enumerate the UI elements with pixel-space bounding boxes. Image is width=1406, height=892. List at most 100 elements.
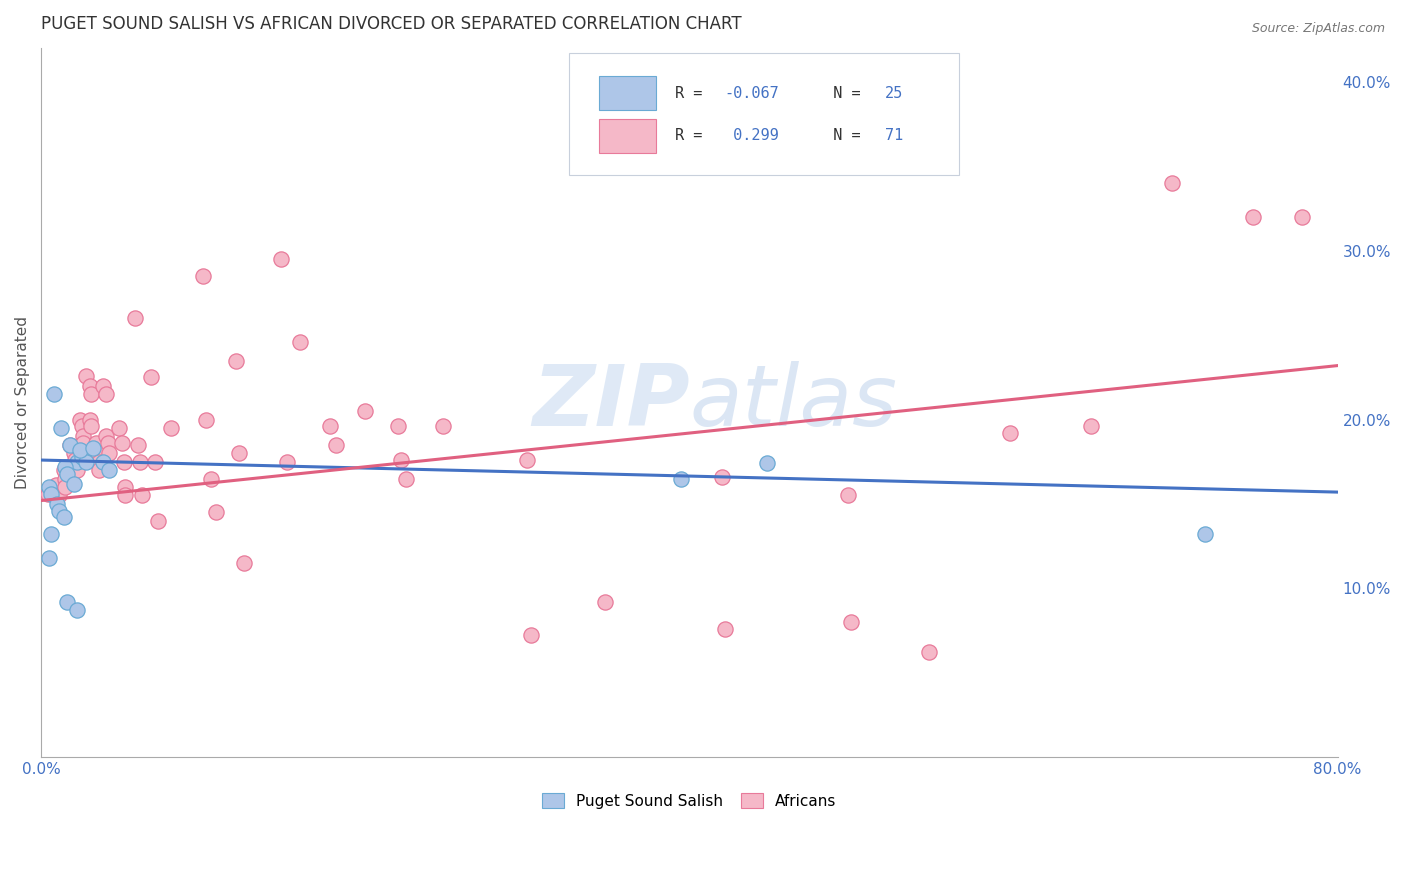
- Point: [756, 457, 779, 471]
- Point: [141, 370, 163, 384]
- Text: Source: ZipAtlas.com: Source: ZipAtlas.com: [1251, 22, 1385, 36]
- Point: [89, 455, 111, 469]
- Point: [114, 480, 136, 494]
- Point: [76, 455, 98, 469]
- Point: [59, 438, 82, 452]
- Point: [39, 527, 62, 541]
- Point: [69, 442, 91, 457]
- Point: [200, 472, 222, 486]
- Text: ZIP: ZIP: [531, 361, 689, 444]
- Point: [62, 476, 84, 491]
- FancyBboxPatch shape: [599, 76, 655, 110]
- Point: [98, 463, 121, 477]
- Y-axis label: Divorced or Separated: Divorced or Separated: [15, 316, 30, 489]
- Text: N =: N =: [815, 128, 870, 143]
- Point: [205, 505, 228, 519]
- Point: [124, 311, 146, 326]
- Point: [228, 446, 250, 460]
- Point: [48, 488, 70, 502]
- Point: [69, 412, 91, 426]
- Point: [193, 269, 215, 284]
- Point: [45, 478, 67, 492]
- Point: [111, 436, 134, 450]
- Point: [1080, 419, 1102, 434]
- Point: [42, 387, 65, 401]
- Text: 0.299: 0.299: [724, 128, 779, 143]
- Point: [38, 550, 60, 565]
- Point: [232, 556, 254, 570]
- Point: [146, 514, 169, 528]
- Point: [143, 455, 166, 469]
- Point: [91, 455, 114, 469]
- Point: [1194, 527, 1216, 541]
- Point: [82, 442, 104, 456]
- Point: [66, 463, 89, 477]
- Text: atlas: atlas: [689, 361, 897, 444]
- Point: [1291, 210, 1313, 224]
- Point: [129, 455, 152, 469]
- Point: [70, 419, 93, 434]
- Point: [72, 429, 94, 443]
- Text: 71: 71: [886, 128, 904, 143]
- Point: [432, 419, 454, 434]
- Point: [714, 622, 737, 636]
- Point: [66, 455, 89, 469]
- Point: [70, 450, 93, 464]
- Point: [72, 436, 94, 450]
- Point: [354, 404, 377, 418]
- Text: 25: 25: [886, 86, 904, 101]
- Point: [1161, 177, 1184, 191]
- Text: R =: R =: [675, 86, 711, 101]
- Point: [79, 412, 101, 426]
- Point: [389, 453, 412, 467]
- Point: [87, 446, 110, 460]
- Text: N =: N =: [815, 86, 870, 101]
- Point: [131, 488, 153, 502]
- Point: [79, 379, 101, 393]
- Point: [52, 510, 75, 524]
- Point: [325, 438, 347, 452]
- Point: [55, 480, 77, 494]
- Text: R =: R =: [675, 128, 711, 143]
- Point: [710, 470, 733, 484]
- Text: -0.067: -0.067: [724, 86, 779, 101]
- Point: [195, 412, 218, 426]
- Point: [159, 421, 181, 435]
- Point: [38, 480, 60, 494]
- Point: [80, 419, 103, 434]
- Point: [290, 334, 312, 349]
- Point: [837, 488, 859, 502]
- Point: [94, 387, 117, 401]
- Point: [39, 487, 62, 501]
- Point: [48, 503, 70, 517]
- Point: [270, 252, 292, 267]
- Point: [841, 615, 863, 629]
- Point: [98, 446, 121, 460]
- Point: [114, 488, 136, 502]
- Point: [66, 603, 89, 617]
- Point: [593, 595, 616, 609]
- Point: [127, 438, 149, 452]
- Point: [108, 421, 131, 435]
- Point: [387, 419, 409, 434]
- Point: [37, 487, 59, 501]
- Point: [395, 472, 418, 486]
- Point: [56, 595, 79, 609]
- Legend: Puget Sound Salish, Africans: Puget Sound Salish, Africans: [534, 786, 844, 816]
- Point: [89, 463, 111, 477]
- Point: [918, 645, 941, 659]
- Point: [84, 436, 107, 450]
- Point: [519, 628, 541, 642]
- Point: [52, 463, 75, 477]
- FancyBboxPatch shape: [599, 119, 655, 153]
- Point: [91, 379, 114, 393]
- Point: [76, 368, 98, 383]
- FancyBboxPatch shape: [569, 54, 959, 175]
- Point: [225, 353, 247, 368]
- Point: [62, 446, 84, 460]
- Point: [59, 438, 82, 452]
- Point: [516, 453, 538, 467]
- Point: [55, 459, 77, 474]
- Point: [49, 421, 72, 435]
- Point: [1241, 210, 1264, 224]
